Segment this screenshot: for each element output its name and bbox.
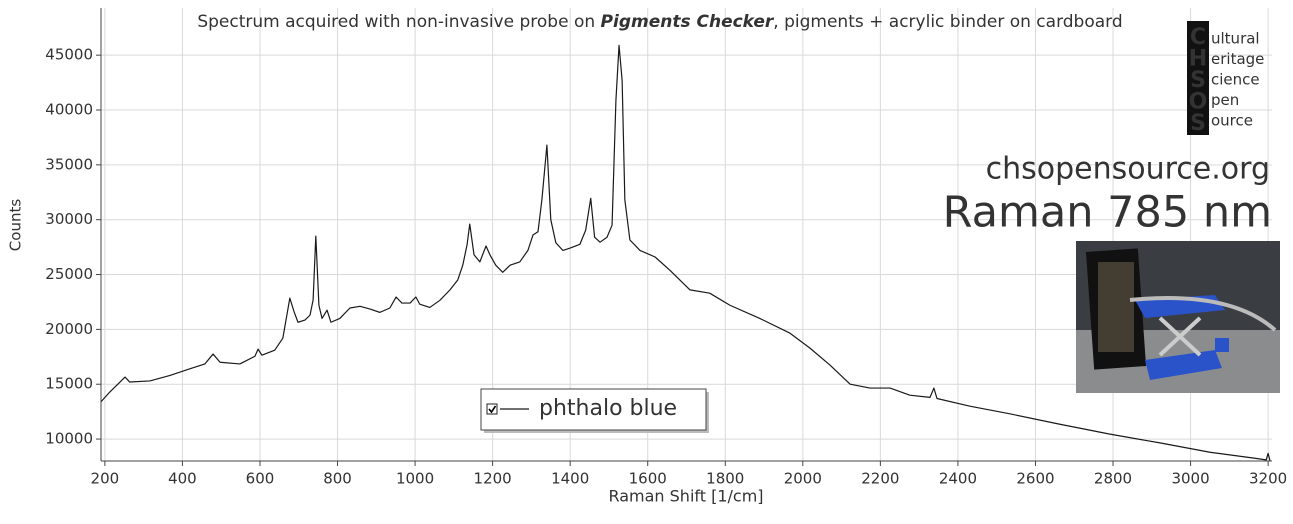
x-tick-label: 600	[246, 470, 275, 488]
y-tick-label: 10000	[45, 430, 93, 448]
x-tick-label: 200	[91, 470, 120, 488]
logo-word: ource	[1211, 112, 1253, 130]
legend-checkbox[interactable]	[486, 403, 498, 415]
logo-letter: C	[1190, 25, 1206, 50]
x-tick-label: 400	[168, 470, 197, 488]
y-tick-label: 25000	[45, 265, 93, 283]
legend: phthalo blue	[480, 388, 709, 433]
title-emphasis: Pigments Checker	[601, 12, 775, 32]
x-tick-label: 2600	[1016, 470, 1054, 488]
logo-letter: H	[1189, 47, 1207, 72]
photo	[1076, 241, 1280, 393]
y-tick-label: 40000	[45, 101, 93, 119]
logo-bar	[1187, 21, 1209, 135]
y-tick-label: 35000	[45, 155, 93, 173]
logo-word: eritage	[1211, 50, 1264, 68]
title-part: Spectrum acquired with non-invasive prob…	[197, 12, 600, 32]
logo-letter: S	[1190, 68, 1206, 93]
y-tick-label: 30000	[45, 210, 93, 228]
y-axis-label: Counts	[7, 199, 25, 252]
y-tick-label: 45000	[45, 46, 93, 64]
website: chsopensource.org	[986, 152, 1270, 187]
x-tick-label: 3200	[1249, 470, 1287, 488]
x-tick-label: 1600	[629, 470, 667, 488]
x-tick-label: 3000	[1171, 470, 1209, 488]
x-tick-label: 1200	[474, 470, 512, 488]
y-tick-label: 15000	[45, 375, 93, 393]
series-line	[100, 44, 1271, 462]
logo-letter: O	[1189, 90, 1208, 115]
x-tick-label: 1000	[396, 470, 434, 488]
chart-title: Spectrum acquired with non-invasive prob…	[197, 12, 1122, 32]
legend-label: phthalo blue	[539, 396, 677, 421]
x-tick-label: 1800	[706, 470, 744, 488]
logo-word: pen	[1211, 91, 1239, 109]
logo-letter: S	[1190, 111, 1206, 136]
x-tick-label: 2800	[1094, 470, 1132, 488]
title-part: , pigments + acrylic binder on cardboard	[773, 12, 1122, 32]
plot	[100, 44, 1271, 462]
y-tick-label: 20000	[45, 320, 93, 338]
logo-word: ultural	[1211, 30, 1260, 48]
logo-word: cience	[1211, 71, 1260, 89]
technique: Raman 785 nm	[943, 188, 1272, 238]
legend-check	[488, 405, 497, 414]
x-tick-label: 2400	[939, 470, 977, 488]
x-tick-label: 2000	[784, 470, 822, 488]
x-tick-label: 800	[323, 470, 352, 488]
x-tick-label: 2200	[861, 470, 899, 488]
x-tick-label: 1400	[551, 470, 589, 488]
x-axis-label: Raman Shift [1/cm]	[608, 487, 763, 506]
